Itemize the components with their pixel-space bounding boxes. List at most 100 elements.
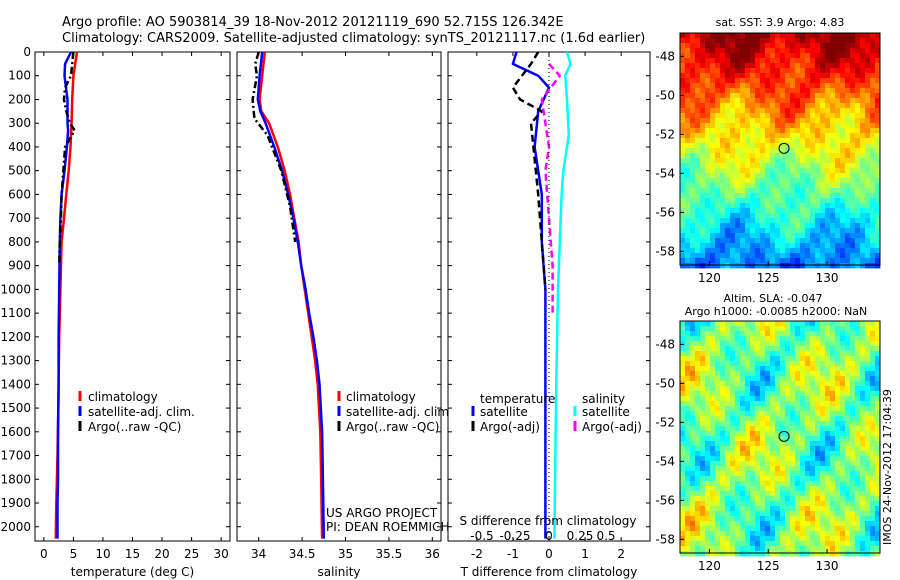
heatmap-cell: [800, 233, 806, 239]
heatmap-cell: [685, 238, 691, 244]
heatmap-cell: [750, 551, 756, 557]
heatmap-cell: [875, 491, 881, 497]
heatmap-cell: [785, 38, 791, 44]
heatmap-cell: [725, 153, 731, 159]
heatmap-cell: [805, 326, 811, 332]
heatmap-cell: [795, 446, 801, 452]
heatmap-cell: [735, 238, 741, 244]
heatmap-cell: [710, 258, 716, 264]
heatmap-cell: [760, 193, 766, 199]
heatmap-cell: [790, 496, 796, 502]
heatmap-cell: [875, 43, 881, 49]
heatmap-cell: [755, 258, 761, 264]
heatmap-cell: [690, 183, 696, 189]
series-line-3: [540, 63, 562, 314]
heatmap-cell: [850, 451, 856, 457]
heatmap-cell: [870, 381, 876, 387]
heatmap-cell: [720, 431, 726, 437]
heatmap-cell: [865, 336, 871, 342]
heatmap-cell: [700, 406, 706, 412]
heatmap-cell: [845, 258, 851, 264]
heatmap-cell: [835, 511, 841, 517]
heatmap-cell: [840, 461, 846, 467]
heatmap-cell: [750, 531, 756, 537]
heatmap-cell: [695, 436, 701, 442]
heatmap-cell: [740, 88, 746, 94]
heatmap-cell: [830, 203, 836, 209]
heatmap-cell: [790, 506, 796, 512]
heatmap-cell: [695, 396, 701, 402]
heatmap-cell: [745, 128, 751, 134]
heatmap-cell: [720, 436, 726, 442]
heatmap-cell: [705, 228, 711, 234]
heatmap-cell: [850, 248, 856, 254]
heatmap-cell: [860, 263, 866, 269]
heatmap-cell: [765, 183, 771, 189]
heatmap-cell: [750, 188, 756, 194]
heatmap-cell: [835, 441, 841, 447]
heatmap-cell: [765, 173, 771, 179]
heatmap-cell: [700, 516, 706, 522]
heatmap-cell: [745, 376, 751, 382]
heatmap-cell: [700, 253, 706, 259]
heatmap-cell: [820, 158, 826, 164]
heatmap-cell: [760, 208, 766, 214]
heatmap-cell: [800, 138, 806, 144]
legend-label: climatology: [88, 390, 158, 404]
heatmap-cell: [825, 108, 831, 114]
heatmap-cell: [745, 263, 751, 269]
heatmap-cell: [745, 253, 751, 259]
heatmap-cell: [680, 43, 686, 49]
heatmap-cell: [865, 446, 871, 452]
heatmap-cell: [865, 143, 871, 149]
heatmap-cell: [705, 331, 711, 337]
heatmap-cell: [775, 118, 781, 124]
heatmap-cell: [775, 416, 781, 422]
heatmap-cell: [685, 243, 691, 249]
heatmap-cell: [770, 351, 776, 357]
heatmap-cell: [780, 253, 786, 259]
heatmap-cell: [700, 546, 706, 552]
heatmap-cell: [690, 208, 696, 214]
heatmap-cell: [770, 471, 776, 477]
heatmap-cell: [810, 238, 816, 244]
heatmap-cell: [870, 386, 876, 392]
heatmap-cell: [720, 133, 726, 139]
heatmap-cell: [730, 421, 736, 427]
heatmap-cell: [845, 53, 851, 59]
heatmap-cell: [730, 476, 736, 482]
heatmap-cell: [840, 243, 846, 249]
heatmap-cell: [870, 218, 876, 224]
heatmap-cell: [720, 346, 726, 352]
heatmap-cell: [795, 123, 801, 129]
heatmap-cell: [730, 466, 736, 472]
heatmap-cell: [780, 228, 786, 234]
heatmap-cell: [810, 386, 816, 392]
heatmap-cell: [680, 123, 686, 129]
heatmap-cell: [775, 258, 781, 264]
heatmap-cell: [790, 208, 796, 214]
heatmap-cell: [770, 496, 776, 502]
heatmap-cell: [795, 341, 801, 347]
heatmap-cell: [715, 183, 721, 189]
heatmap-cell: [735, 163, 741, 169]
heatmap-cell: [690, 168, 696, 174]
heatmap-cell: [860, 83, 866, 89]
heatmap-cell: [715, 53, 721, 59]
heatmap-cell: [775, 208, 781, 214]
heatmap-cell: [875, 486, 881, 492]
heatmap-cell: [810, 253, 816, 259]
heatmap-cell: [820, 456, 826, 462]
heatmap-cell: [815, 336, 821, 342]
heatmap-cell: [825, 421, 831, 427]
heatmap-cell: [805, 168, 811, 174]
heatmap-cell: [715, 476, 721, 482]
heatmap-cell: [765, 471, 771, 477]
heatmap-cell: [775, 98, 781, 104]
heatmap-cell: [835, 203, 841, 209]
heatmap-cell: [805, 376, 811, 382]
heatmap-cell: [840, 63, 846, 69]
heatmap-cell: [875, 376, 881, 382]
heatmap-cell: [865, 158, 871, 164]
heatmap-cell: [690, 396, 696, 402]
